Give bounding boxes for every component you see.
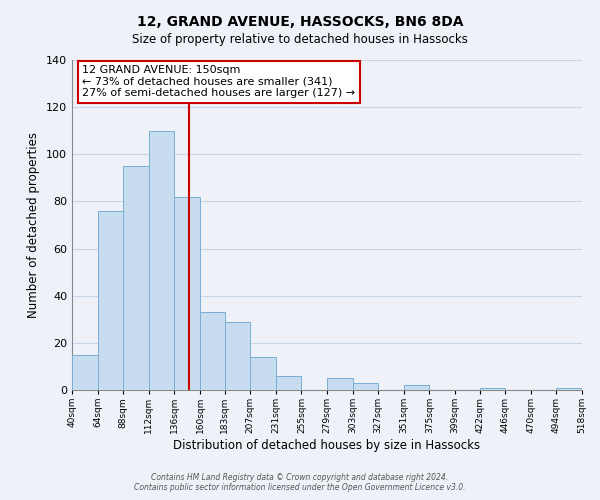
Bar	[479, 388, 505, 390]
Bar	[327, 378, 353, 390]
Bar	[98, 211, 123, 390]
Y-axis label: Number of detached properties: Number of detached properties	[28, 132, 40, 318]
Text: Contains HM Land Registry data © Crown copyright and database right 2024.
Contai: Contains HM Land Registry data © Crown c…	[134, 473, 466, 492]
Bar	[224, 322, 250, 390]
Text: Size of property relative to detached houses in Hassocks: Size of property relative to detached ho…	[132, 32, 468, 46]
Bar	[175, 196, 200, 390]
Bar	[200, 312, 224, 390]
Bar	[276, 376, 301, 390]
Text: 12, GRAND AVENUE, HASSOCKS, BN6 8DA: 12, GRAND AVENUE, HASSOCKS, BN6 8DA	[137, 15, 463, 29]
Bar	[149, 130, 175, 390]
X-axis label: Distribution of detached houses by size in Hassocks: Distribution of detached houses by size …	[173, 439, 481, 452]
Bar	[353, 383, 378, 390]
Bar	[72, 354, 98, 390]
Bar	[556, 388, 582, 390]
Bar	[404, 386, 430, 390]
Bar	[123, 166, 149, 390]
Text: 12 GRAND AVENUE: 150sqm
← 73% of detached houses are smaller (341)
27% of semi-d: 12 GRAND AVENUE: 150sqm ← 73% of detache…	[82, 65, 355, 98]
Bar	[250, 357, 276, 390]
